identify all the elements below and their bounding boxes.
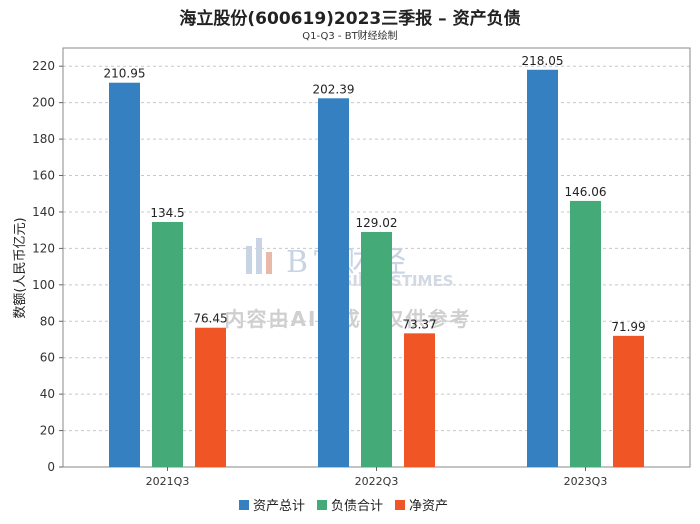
y-tick-label: 60 bbox=[40, 351, 55, 365]
bars-layer bbox=[109, 69, 644, 468]
y-tick-label: 160 bbox=[32, 169, 55, 183]
legend: 资产总计 负债合计 净资产 bbox=[239, 499, 448, 514]
bar-value-label: 71.99 bbox=[611, 320, 645, 334]
bar-value-label: 218.05 bbox=[522, 54, 564, 68]
bar-value-label: 202.39 bbox=[313, 82, 355, 96]
y-tick-label: 220 bbox=[32, 59, 55, 73]
bar-2022Q3-净资产 bbox=[404, 333, 435, 467]
bar-2022Q3-负债合计 bbox=[361, 231, 392, 467]
chart-title: 海立股份(600619)2023三季报 – 资产负债 bbox=[179, 9, 521, 29]
bar-value-label: 129.02 bbox=[356, 216, 398, 230]
y-tick-label: 40 bbox=[40, 387, 55, 401]
y-tick-label: 100 bbox=[32, 278, 55, 292]
bar-2023Q3-净资产 bbox=[613, 335, 644, 467]
bar-2021Q3-负债合计 bbox=[152, 221, 183, 467]
y-tick-label: 80 bbox=[40, 314, 55, 328]
bt-logo-icon bbox=[246, 238, 272, 274]
y-tick-label: 200 bbox=[32, 96, 55, 110]
y-tick-label: 0 bbox=[47, 460, 55, 474]
bar-value-label: 134.5 bbox=[150, 206, 184, 220]
y-axis-label: 数额(人民币亿元) bbox=[13, 217, 28, 318]
bar-value-label: 210.95 bbox=[104, 67, 146, 81]
x-tick-label: 2022Q3 bbox=[355, 475, 399, 488]
legend-swatch-资产总计 bbox=[239, 500, 249, 510]
y-tick-label: 20 bbox=[40, 424, 55, 438]
bar-2023Q3-负债合计 bbox=[570, 200, 601, 467]
legend-label: 净资产 bbox=[409, 499, 448, 514]
legend-label: 负债合计 bbox=[331, 499, 383, 514]
legend-label: 资产总计 bbox=[253, 499, 305, 514]
bar-2021Q3-净资产 bbox=[195, 327, 226, 467]
bar-2021Q3-资产总计 bbox=[109, 82, 140, 467]
x-tick-label: 2021Q3 bbox=[146, 475, 190, 488]
y-tick-label: 180 bbox=[32, 132, 55, 146]
bar-2022Q3-资产总计 bbox=[318, 98, 349, 467]
y-tick-label: 120 bbox=[32, 241, 55, 255]
bar-value-label: 73.37 bbox=[402, 317, 436, 331]
y-tick-label: 140 bbox=[32, 205, 55, 219]
bar-2023Q3-资产总计 bbox=[527, 69, 558, 468]
legend-swatch-负债合计 bbox=[317, 500, 327, 510]
bar-value-label: 146.06 bbox=[565, 185, 607, 199]
labels-layer: 210.95 134.5 76.45 202.39 129.02 73.37 218.05 1… bbox=[104, 54, 646, 334]
x-tick-label: 2023Q3 bbox=[564, 475, 608, 488]
legend-swatch-净资产 bbox=[395, 500, 405, 510]
bar-value-label: 76.45 bbox=[193, 312, 227, 326]
chart-subtitle: Q1-Q3 - BT财经绘制 bbox=[302, 31, 398, 42]
